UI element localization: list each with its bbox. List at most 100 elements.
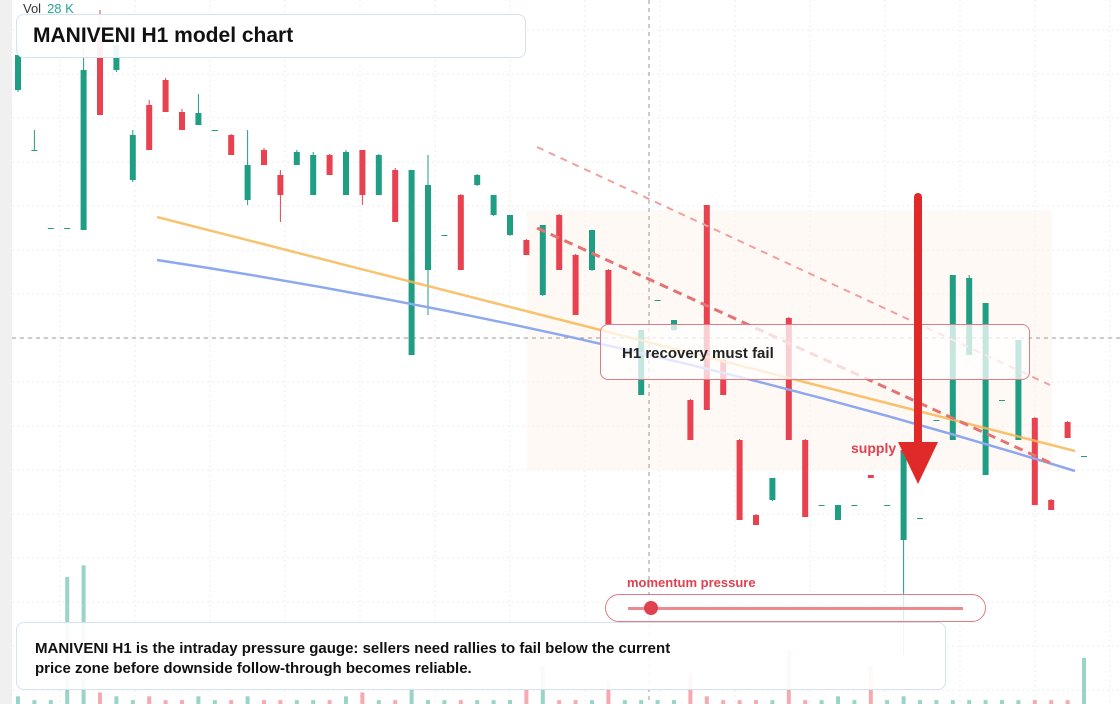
candle-body	[917, 518, 923, 519]
volume-bar	[245, 696, 250, 704]
candle-body	[703, 205, 710, 410]
candle-body	[1031, 418, 1038, 505]
candle-body	[1015, 340, 1022, 440]
annotation: H1 recovery must fail	[622, 345, 774, 362]
volume-bar	[934, 700, 939, 704]
left-edge	[0, 0, 12, 704]
candle-body	[408, 170, 415, 355]
volume-bar	[704, 696, 709, 704]
candle-body	[293, 152, 300, 165]
volume-bar	[130, 700, 135, 704]
candle-body	[80, 70, 87, 230]
volume-bar	[508, 700, 512, 704]
volume-bar	[409, 688, 414, 704]
volume-bar	[344, 696, 348, 704]
volume-bar	[212, 700, 217, 704]
volume-bar	[901, 696, 906, 704]
volume-bar	[491, 700, 496, 704]
volume-bar	[737, 700, 742, 704]
candle-body	[310, 155, 317, 195]
volume-bar	[672, 700, 676, 704]
candle-body	[589, 230, 595, 270]
candle-body	[900, 450, 907, 540]
candle-body	[556, 215, 563, 270]
volume-bar	[98, 692, 102, 704]
candle-body	[474, 175, 481, 185]
candle-body	[999, 400, 1005, 401]
volume-bar	[278, 700, 283, 704]
volume-bar	[114, 696, 119, 704]
volume-bar	[721, 700, 726, 704]
volume-bar	[573, 700, 578, 704]
volume-bar	[1032, 700, 1037, 704]
candle-body	[1081, 456, 1087, 457]
candle-body	[867, 475, 874, 478]
candle-body	[687, 400, 694, 440]
candle-body	[736, 440, 743, 520]
candle-body	[228, 135, 235, 155]
candle-body	[835, 505, 841, 520]
volume-bar	[557, 700, 562, 704]
candle-body	[326, 155, 333, 175]
candle-body	[884, 505, 891, 506]
volume-bar	[1065, 700, 1070, 704]
candle-body	[1048, 500, 1055, 510]
volume-bar	[163, 700, 168, 704]
gauge-knob	[644, 601, 658, 615]
volume-bar	[754, 700, 758, 704]
volume-bar	[475, 700, 480, 704]
candle-body	[802, 440, 809, 517]
volume-bar	[311, 700, 316, 704]
chart-title: MANIVENI H1 model chart	[33, 24, 294, 47]
volume-bar	[262, 700, 266, 704]
volume-bar	[147, 696, 152, 704]
candle-body	[490, 195, 497, 215]
volume-bar	[983, 700, 988, 704]
candle-body	[818, 505, 825, 506]
candle-body	[47, 228, 54, 229]
caption: MANIVENI H1 is the intraday pressure gau…	[35, 640, 671, 677]
gauge-track	[628, 607, 963, 610]
volume-bar	[967, 700, 972, 704]
candle-body	[753, 515, 759, 525]
candle-body	[507, 215, 513, 235]
candle-body	[425, 185, 431, 270]
volume-bar	[196, 696, 201, 704]
candle-body	[162, 80, 169, 112]
candle-body	[572, 255, 579, 315]
volume-bar	[819, 700, 824, 704]
volume-bar	[770, 700, 775, 704]
volume-bar	[1049, 700, 1054, 704]
candle-body	[457, 195, 464, 270]
volume-legend: Vol 28 K	[23, 1, 74, 16]
candle-body	[179, 112, 185, 130]
candle-body	[211, 130, 218, 131]
title-box: MANIVENI H1 model chart	[16, 14, 526, 58]
candle-body	[15, 55, 21, 90]
volume-bar	[442, 700, 447, 704]
gauge-label: momentum pressure	[627, 575, 756, 590]
volume-bar	[1016, 700, 1021, 704]
volume-bar	[393, 700, 398, 704]
annotation-box: H1 recovery must fail	[600, 324, 1030, 380]
volume-bar	[836, 696, 840, 704]
volume-bar	[327, 700, 332, 704]
candle-body	[392, 170, 399, 222]
volume-bar	[606, 680, 611, 704]
channel-line	[536, 226, 1056, 467]
volume-bar	[655, 700, 660, 704]
volume-bar	[458, 700, 463, 704]
volume-bar	[229, 700, 234, 704]
volume-bar	[16, 696, 20, 704]
candle-body	[539, 225, 546, 295]
candle-body	[359, 150, 366, 195]
volume-bar	[950, 700, 955, 704]
volume-value: 28 K	[47, 1, 74, 16]
candle-body	[375, 155, 382, 195]
candle-body	[97, 40, 103, 115]
candle-body	[277, 175, 284, 195]
volume-label: Vol	[23, 1, 42, 16]
candle-body	[261, 150, 267, 165]
candle-body	[605, 270, 612, 325]
